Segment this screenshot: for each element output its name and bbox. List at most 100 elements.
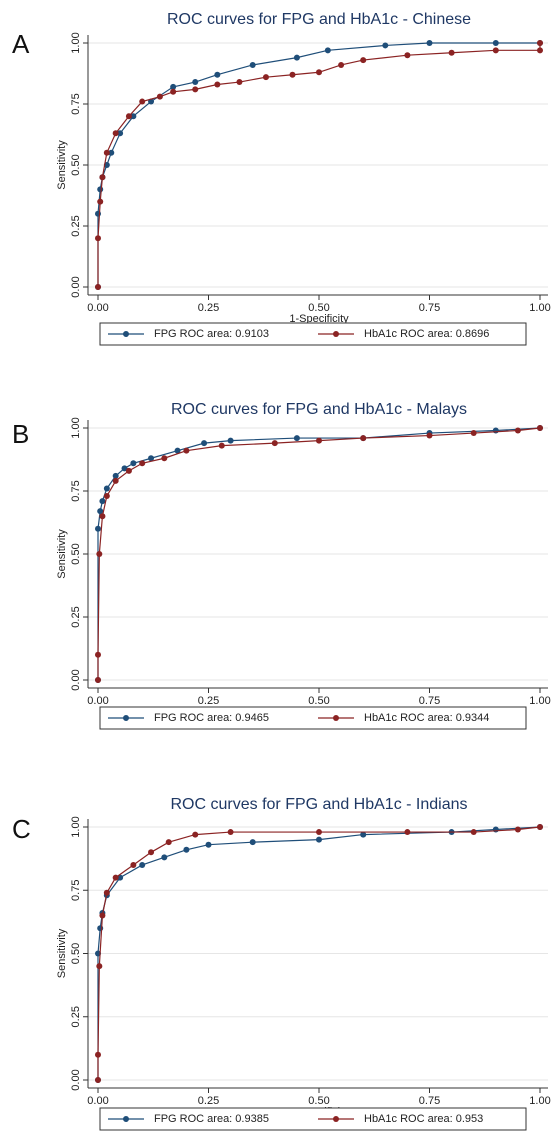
roc-point: [360, 57, 367, 64]
roc-point: [99, 912, 106, 919]
roc-point: [192, 86, 199, 93]
roc-point: [426, 432, 433, 439]
roc-point: [161, 455, 168, 462]
y-axis-label: Sensitivity: [56, 928, 68, 978]
roc-point: [382, 42, 389, 49]
roc-point: [271, 440, 278, 447]
x-axis-label: 1-Specificity: [289, 313, 349, 325]
y-tick-label: 0.75: [70, 93, 82, 114]
roc-point: [404, 52, 411, 59]
roc-point: [174, 447, 181, 454]
roc-point: [95, 525, 101, 532]
legend-box: [99, 322, 527, 346]
roc-point: [183, 447, 190, 454]
roc-point: [125, 467, 132, 474]
roc-point: [492, 47, 499, 54]
x-tick-label: 1.00: [529, 302, 550, 314]
roc-point: [139, 98, 146, 105]
x-tick-label: 0.00: [87, 1095, 108, 1107]
roc-point: [316, 69, 322, 76]
roc-point: [99, 513, 106, 520]
legend-box: [99, 706, 527, 730]
roc-point: [492, 826, 499, 833]
y-tick-label: 0.75: [70, 880, 82, 901]
roc-point: [338, 61, 345, 68]
x-tick-label: 0.00: [87, 695, 108, 707]
legend-label: HbA1c ROC area: 0.9344: [364, 712, 489, 724]
roc-point: [95, 235, 101, 242]
roc-point: [99, 498, 106, 505]
y-tick-label: 1.00: [70, 417, 82, 438]
roc-point: [125, 113, 132, 120]
y-axis-label: Sensitivity: [56, 529, 68, 579]
panel-label: A: [12, 29, 30, 59]
roc-point: [156, 93, 163, 100]
chart-title: ROC curves for FPG and HbA1c - Chinese: [167, 11, 471, 28]
roc-point: [95, 651, 101, 658]
roc-point: [227, 829, 234, 836]
roc-point: [227, 437, 234, 444]
roc-point: [95, 284, 101, 290]
legend-label: FPG ROC area: 0.9465: [154, 712, 269, 724]
roc-point: [201, 440, 208, 447]
x-tick-label: 1.00: [529, 695, 550, 707]
roc-line: [97, 427, 541, 680]
roc-point: [360, 435, 367, 442]
x-tick-label: 0.75: [419, 1095, 440, 1107]
legend-marker: [123, 1116, 129, 1122]
x-tick-label: 0.25: [198, 302, 219, 314]
roc-point: [103, 485, 110, 492]
legend-label: FPG ROC area: 0.9385: [154, 1113, 269, 1125]
legend-marker: [333, 331, 339, 337]
roc-point: [426, 40, 433, 46]
roc-point: [183, 846, 190, 853]
roc-point: [121, 465, 128, 472]
chart-title: ROC curves for FPG and HbA1c - Malays: [171, 401, 467, 418]
roc-point: [95, 677, 101, 683]
roc-point: [316, 829, 322, 836]
y-tick-label: 1.00: [70, 32, 82, 53]
roc-point: [404, 829, 411, 836]
panel-label: C: [12, 814, 31, 844]
y-tick-label: 0.00: [70, 276, 82, 297]
x-tick-label: 0.00: [87, 302, 108, 314]
roc-point: [96, 963, 103, 970]
legend-label: HbA1c ROC area: 0.953: [364, 1113, 483, 1125]
y-tick-label: 0.25: [70, 1006, 82, 1027]
roc-point: [249, 61, 256, 68]
roc-point: [470, 430, 477, 437]
roc-point: [360, 831, 367, 838]
roc-point: [205, 841, 212, 848]
roc-point: [161, 854, 168, 861]
roc-point: [324, 47, 331, 54]
roc-point: [130, 113, 137, 120]
roc-point: [139, 460, 146, 467]
roc-point: [492, 427, 499, 434]
roc-point: [130, 861, 137, 868]
roc-point: [289, 71, 296, 78]
roc-point: [249, 839, 256, 846]
legend-label: FPG ROC area: 0.9103: [154, 328, 269, 340]
roc-point: [95, 1051, 101, 1058]
x-tick-label: 0.25: [198, 695, 219, 707]
y-tick-label: 0.75: [70, 480, 82, 501]
y-tick-label: 0.25: [70, 606, 82, 627]
roc-point: [112, 472, 119, 479]
legend-box: [99, 1107, 527, 1131]
x-tick-label: 0.50: [308, 695, 329, 707]
roc-point: [148, 455, 155, 462]
legend-marker: [123, 715, 129, 721]
roc-point: [97, 508, 104, 515]
y-tick-label: 0.50: [70, 943, 82, 964]
chart-title: ROC curves for FPG and HbA1c - Indians: [171, 796, 468, 813]
roc-point: [293, 435, 300, 442]
x-tick-label: 1.00: [529, 1095, 550, 1107]
y-axis-label: Sensitivity: [56, 140, 68, 190]
roc-point: [112, 130, 119, 137]
roc-point: [537, 47, 543, 54]
roc-point: [537, 824, 543, 830]
roc-point: [130, 460, 137, 467]
roc-point: [170, 83, 177, 90]
roc-point: [293, 54, 300, 61]
